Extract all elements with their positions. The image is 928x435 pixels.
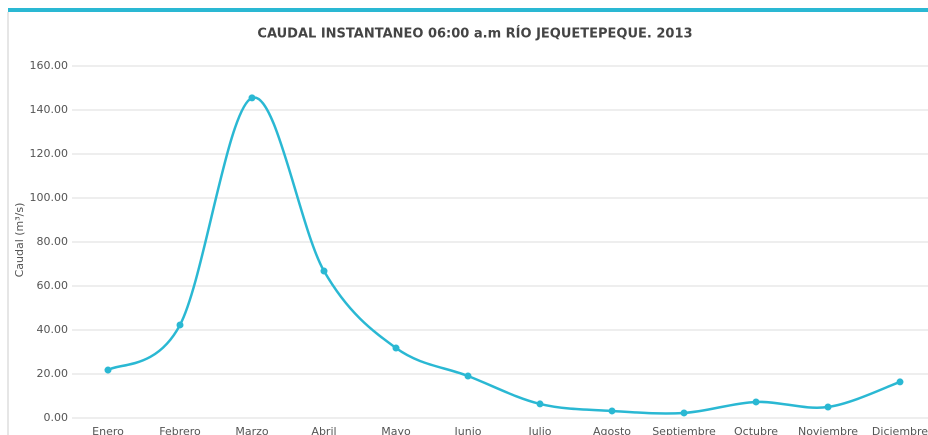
y-axis-label: Caudal (m³/s) [13,203,26,278]
x-tick-label: Enero [92,425,124,435]
x-tick-label: Diciembre [872,425,928,435]
point [104,366,112,374]
x-tick-label: Mayo [381,425,411,435]
x-tick-label: Junio [454,425,482,435]
x-tick-label: Marzo [235,425,269,435]
y-tick-label: 20.00 [37,367,69,380]
point [176,321,184,329]
y-tick-label: 0.00 [44,411,69,424]
x-tick-label: Julio [527,425,551,435]
x-tick-label: Septiembre [652,425,716,435]
point [824,403,832,411]
x-tick-label: Abril [311,425,336,435]
x-tick-label: Febrero [159,425,201,435]
point [392,344,400,352]
chart-title: CAUDAL INSTANTANEO 06:00 a.m RÍO JEQUETE… [257,26,692,42]
point [752,398,760,406]
y-tick-label: 60.00 [37,279,69,292]
x-tick-label: Octubre [734,425,778,435]
y-tick-label: 140.00 [30,103,69,116]
point [320,267,328,275]
point [896,378,904,386]
point [608,407,616,415]
y-tick-label: 40.00 [37,323,69,336]
y-tick-label: 100.00 [30,191,69,204]
point [680,409,688,417]
point [536,400,544,408]
y-tick-label: 160.00 [30,59,69,72]
y-tick-label: 120.00 [30,147,69,160]
x-tick-label: Noviembre [798,425,858,435]
top-bar [8,8,928,12]
point [464,372,472,380]
y-tick-label: 80.00 [37,235,69,248]
point [248,94,256,102]
x-tick-label: Agosto [593,425,631,435]
